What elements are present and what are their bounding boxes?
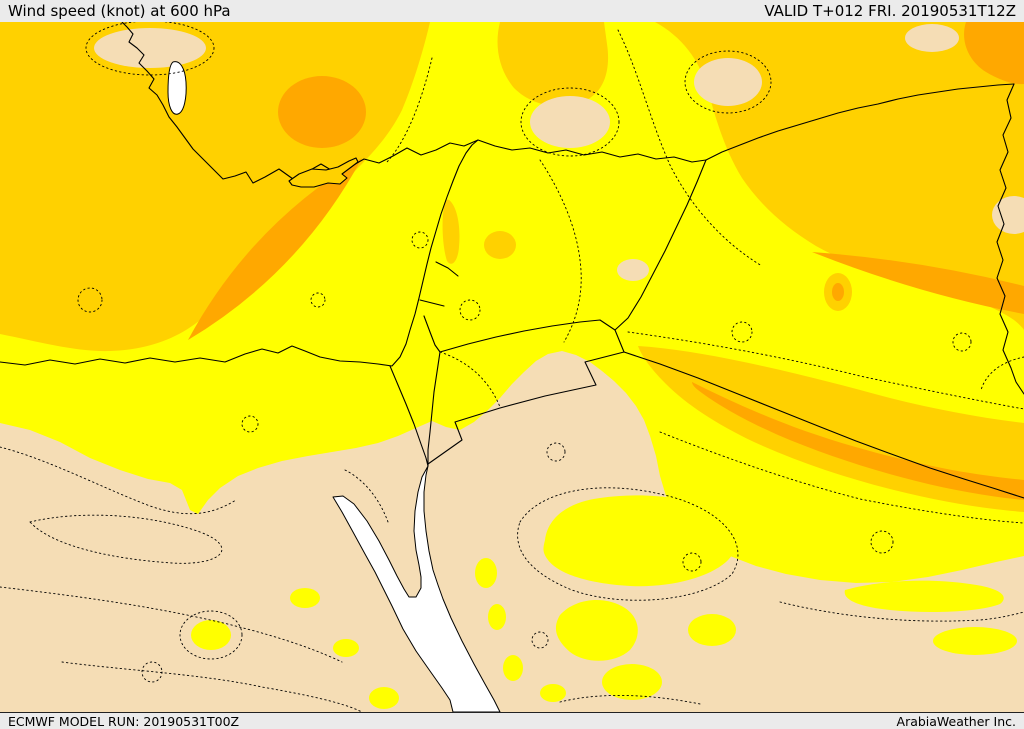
yellow-patch bbox=[333, 639, 359, 657]
tan-hole bbox=[694, 58, 762, 106]
tan-hole bbox=[530, 96, 610, 148]
border-syria-jordan bbox=[439, 319, 616, 353]
border-egypt-israel bbox=[389, 365, 429, 467]
orange-core-northiraq bbox=[812, 252, 1024, 314]
yellow-patch bbox=[488, 604, 506, 630]
yellow-patch bbox=[540, 684, 566, 702]
border-israel-jordan bbox=[423, 315, 441, 467]
header-bar: Wind speed (knot) at 600 hPa VALID T+012… bbox=[0, 0, 1024, 22]
gold-spot bbox=[484, 231, 516, 259]
weather-map bbox=[0, 22, 1024, 712]
orange-dot bbox=[832, 283, 844, 301]
yellow-patch bbox=[290, 588, 320, 608]
footer-bar: ECMWF MODEL RUN: 20190531T00Z ArabiaWeat… bbox=[0, 712, 1024, 729]
gold-region-top-center bbox=[497, 22, 609, 107]
border-iraq-iran bbox=[996, 83, 1024, 395]
wind-speed-contour-map bbox=[0, 22, 1024, 712]
orange-core-jet bbox=[692, 382, 1024, 500]
yellow-patch bbox=[555, 599, 638, 661]
orange-core-eastmed bbox=[188, 158, 362, 340]
border-jordan-saudi bbox=[427, 351, 625, 465]
border-lebanon bbox=[419, 261, 459, 307]
credit-label: ArabiaWeather Inc. bbox=[896, 713, 1016, 729]
yellow-patch bbox=[844, 580, 1004, 612]
border-turkey-south bbox=[477, 83, 1015, 163]
orange-core-corner bbox=[964, 22, 1024, 85]
cyprus-island bbox=[288, 157, 359, 188]
valid-time-label: VALID T+012 FRI. 20190531T12Z bbox=[764, 2, 1016, 20]
yellow-patch bbox=[933, 627, 1017, 655]
tan-hole bbox=[992, 196, 1024, 234]
tan-hole bbox=[94, 28, 206, 68]
orange-core-anatolia bbox=[278, 76, 366, 148]
border-syria-iraq bbox=[614, 159, 707, 353]
lake-tuz bbox=[167, 61, 187, 115]
contour-lines bbox=[0, 22, 1024, 712]
orange-cores bbox=[188, 22, 1024, 500]
yellow-patch bbox=[191, 620, 231, 650]
water-bodies bbox=[167, 61, 501, 712]
yellow-patch bbox=[475, 558, 497, 588]
yellow-patch bbox=[543, 495, 737, 587]
yellow-patch bbox=[503, 655, 523, 681]
coastline-mediterranean bbox=[0, 22, 479, 367]
yellow-patch bbox=[688, 614, 736, 646]
yellow-patch bbox=[369, 687, 399, 709]
map-title: Wind speed (knot) at 600 hPa bbox=[8, 2, 231, 20]
model-run-label: ECMWF MODEL RUN: 20190531T00Z bbox=[8, 713, 240, 729]
tan-hole bbox=[617, 259, 649, 281]
border-saudi-iraq bbox=[623, 351, 1024, 499]
tan-hole bbox=[905, 24, 959, 52]
tan-region-south bbox=[0, 351, 1024, 712]
yellow-patches-south bbox=[191, 495, 1017, 709]
country-borders bbox=[0, 22, 1024, 499]
red-sea bbox=[332, 465, 501, 712]
yellow-patch bbox=[602, 664, 662, 700]
gold-sliver-levant bbox=[442, 199, 460, 264]
tan-holes-north bbox=[94, 24, 1024, 281]
